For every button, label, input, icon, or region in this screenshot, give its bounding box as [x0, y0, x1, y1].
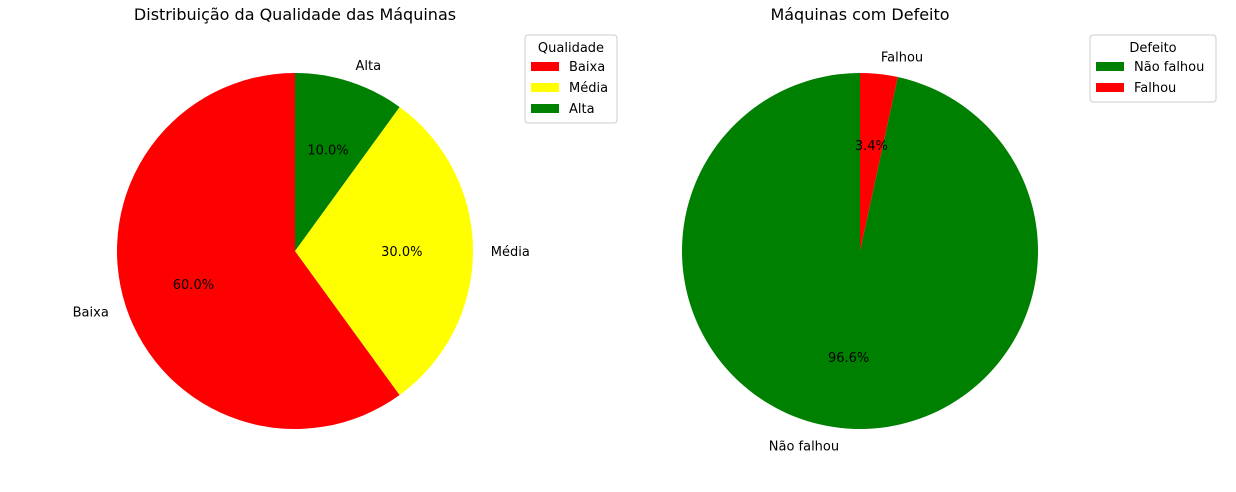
- pie-pct-label: 10.0%: [307, 143, 348, 158]
- pie-slices: [116, 73, 474, 430]
- legend-swatch: [531, 83, 559, 92]
- legend: Defeito Não falhou Falhou: [1089, 34, 1217, 103]
- legend-swatch: [1096, 62, 1124, 71]
- legend-swatch: [1096, 83, 1124, 92]
- pie-pct-label: 60.0%: [173, 278, 214, 293]
- legend-label: Falhou: [1134, 81, 1176, 96]
- pie-slice-baixa: [116, 73, 400, 430]
- legend-label: Alta: [569, 102, 595, 117]
- pie-category-label: Falhou: [881, 50, 923, 65]
- legend-label: Média: [569, 81, 608, 96]
- pie-labels: 96.6% Não falhou 3.4% Falhou: [769, 50, 923, 454]
- legend-swatch: [531, 62, 559, 71]
- pie-pct-label: 30.0%: [381, 245, 422, 260]
- legend-label: Não falhou: [1134, 60, 1204, 75]
- pie-slice-alta: [295, 73, 400, 251]
- legend-swatch: [531, 104, 559, 113]
- defect-pie-chart: Máquinas com Defeito 96.6% Não falhou 3.4%…: [682, 5, 1217, 455]
- chart-title: Distribuição da Qualidade das Máquinas: [134, 5, 456, 24]
- pie-category-label: Alta: [356, 59, 382, 74]
- legend-label: Baixa: [569, 60, 605, 75]
- quality-pie-chart: Distribuição da Qualidade das Máquinas 6…: [73, 5, 618, 430]
- legend-frame: [524, 34, 618, 124]
- legend-title: Qualidade: [538, 41, 604, 56]
- pie-pct-label: 96.6%: [828, 351, 869, 366]
- legend-title: Defeito: [1129, 41, 1176, 56]
- pie-category-label: Não falhou: [769, 440, 839, 455]
- pie-slices: [682, 73, 1038, 430]
- legend: Qualidade Baixa Média Alta: [524, 34, 618, 124]
- pie-category-label: Média: [491, 245, 530, 260]
- chart-title: Máquinas com Defeito: [770, 5, 949, 24]
- pie-slice-nao-falhou: [682, 73, 1038, 430]
- pie-pct-label: 3.4%: [855, 139, 888, 154]
- pie-category-label: Baixa: [73, 306, 109, 321]
- pie-slice-falhou: [860, 73, 898, 251]
- pie-labels: 60.0% Baixa 30.0% Média 10.0% Alta: [73, 59, 530, 321]
- pie-slice-media: [295, 106, 474, 396]
